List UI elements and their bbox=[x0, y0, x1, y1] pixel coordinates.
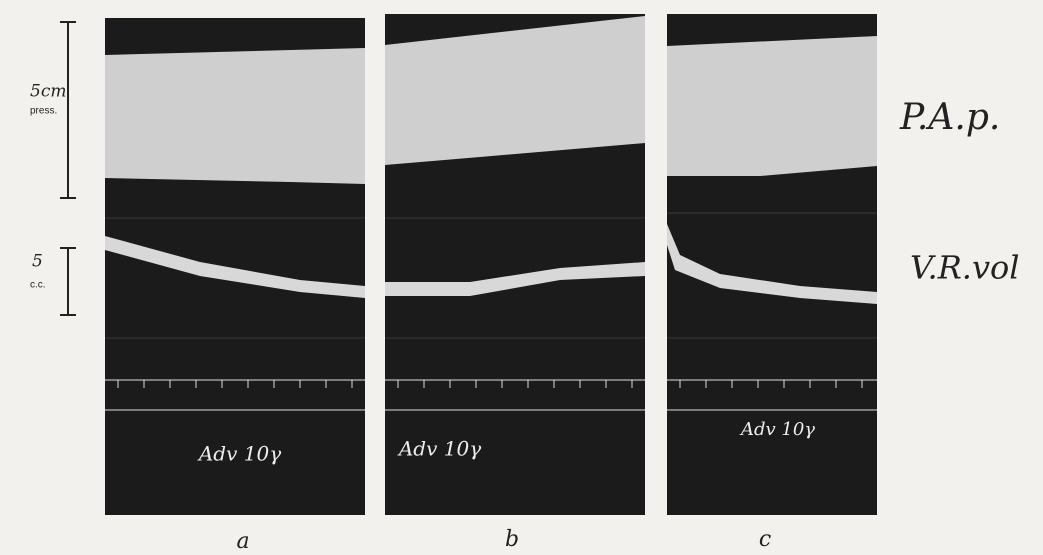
panel-annotation: Adv 10γ bbox=[739, 419, 815, 440]
scale-sublabel: press. bbox=[30, 106, 57, 117]
panel-a bbox=[105, 18, 365, 515]
scale-bar-volume bbox=[60, 247, 76, 316]
panel-annotation: Adv 10γ bbox=[397, 437, 481, 461]
time-ticks bbox=[117, 380, 863, 388]
panel-label: a bbox=[236, 529, 249, 554]
panel-label: b bbox=[505, 527, 519, 552]
panel-annotation: Adv 10γ bbox=[197, 442, 281, 466]
trace-label: V.R.vol bbox=[910, 249, 1020, 287]
trace-label: P.A.p. bbox=[899, 97, 1000, 138]
scale-bar-pressure bbox=[60, 21, 76, 199]
panel-c bbox=[667, 14, 877, 515]
panel-b bbox=[385, 14, 645, 515]
scale-label: 5cm bbox=[30, 82, 66, 102]
panel-label: c bbox=[759, 527, 771, 552]
scale-label: 5 bbox=[32, 252, 43, 272]
scale-sublabel: c.c. bbox=[30, 280, 46, 291]
